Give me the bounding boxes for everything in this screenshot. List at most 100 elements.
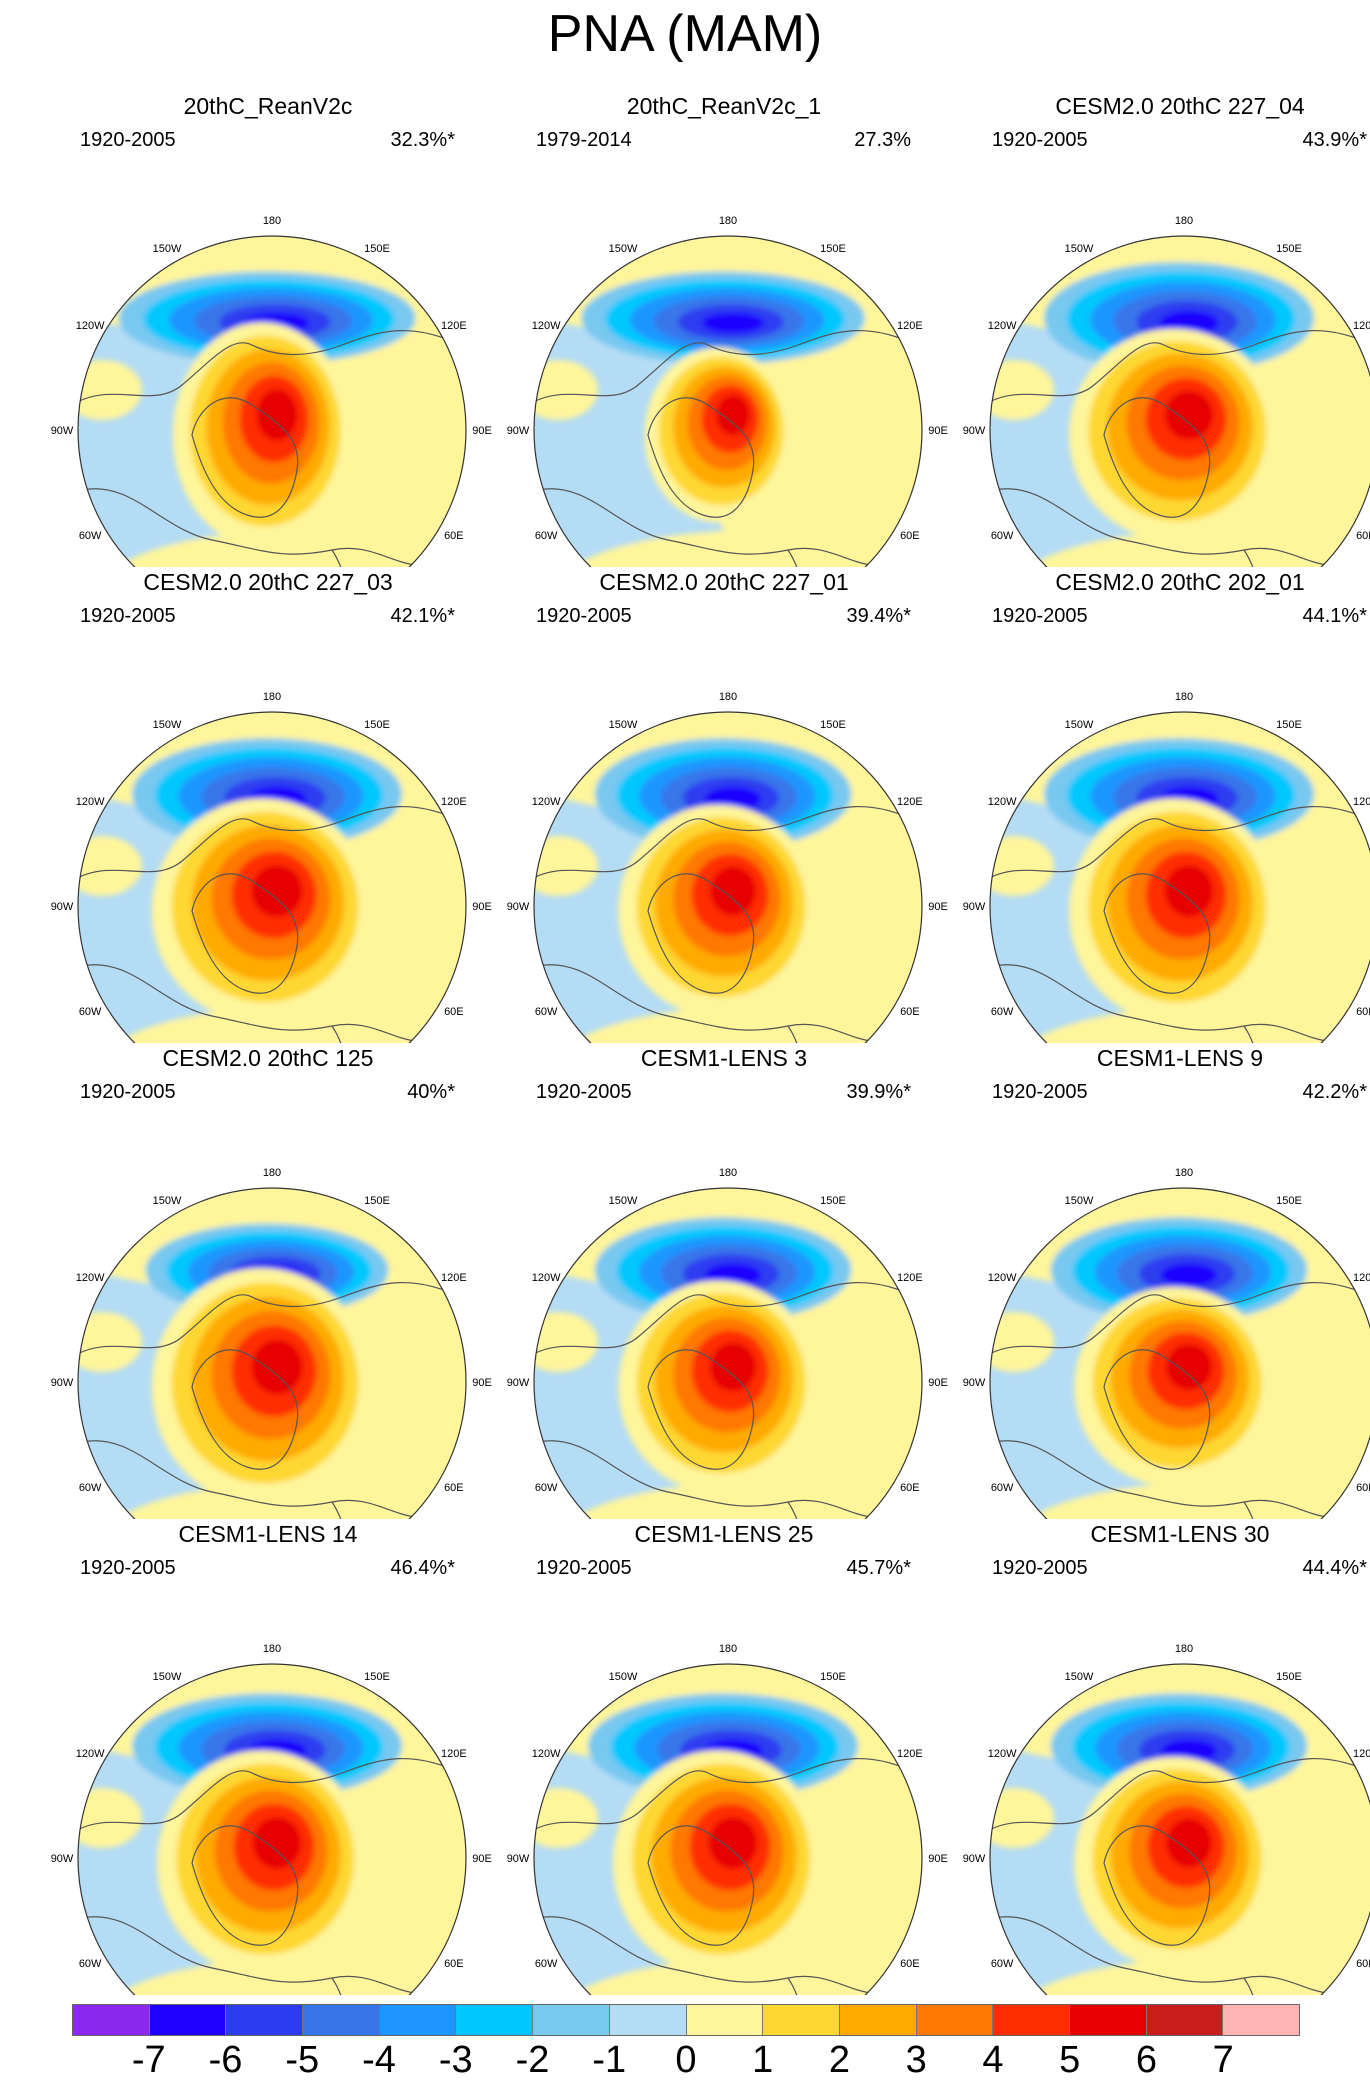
longitude-label: 150W [1065, 1671, 1094, 1683]
longitude-label: 60W [535, 1958, 558, 1970]
longitude-label: 150W [153, 243, 182, 255]
longitude-label: 60E [444, 1006, 464, 1018]
longitude-label: 150W [1065, 1195, 1094, 1207]
polar-map: 180150E120E90E60E30E030W60W90W120W150W [51, 1167, 492, 1519]
colorbar-tick-label: -1 [592, 2039, 627, 2081]
colorbar-tick-label: -3 [438, 2039, 473, 2081]
explained-variance-label: 44.1%* [1302, 605, 1368, 627]
polar-map: 180150E120E90E60E30E030W60W90W120W150W [507, 691, 948, 1043]
explained-variance-label: 32.3%* [390, 129, 456, 151]
longitude-label: 60E [1356, 1006, 1370, 1018]
period-label: 1920-2005 [992, 1081, 1088, 1103]
longitude-label: 60W [79, 1958, 102, 1970]
longitude-label: 180 [1175, 1167, 1193, 1179]
longitude-label: 90E [472, 901, 492, 913]
map-panel: 180150E120E90E60E30E030W60W90W120W150W20… [40, 92, 496, 567]
panel-title: CESM1-LENS 25 [634, 1521, 814, 1547]
longitude-label: 150E [364, 1195, 390, 1207]
colorbar-swatch [686, 2005, 764, 2035]
colorbar-tick-label: 3 [905, 2039, 927, 2081]
colorbar-swatch [763, 2005, 840, 2035]
colorbar-tick-label: 4 [982, 2039, 1004, 2081]
longitude-label: 150W [609, 1195, 638, 1207]
longitude-label: 60W [79, 1006, 102, 1018]
explained-variance-label: 39.4%* [846, 605, 912, 627]
longitude-label: 150E [364, 719, 390, 731]
longitude-label: 120W [532, 796, 561, 808]
panel-title: CESM2.0 20thC 227_01 [599, 569, 849, 595]
longitude-label: 90W [507, 1853, 530, 1865]
longitude-label: 150E [1276, 243, 1302, 255]
colorbar [72, 2004, 1300, 2036]
longitude-label: 60W [991, 530, 1014, 542]
map-panel: 180150E120E90E60E30E030W60W90W120W150WCE… [952, 568, 1370, 1043]
longitude-label: 120E [897, 320, 923, 332]
longitude-label: 120W [988, 320, 1017, 332]
longitude-label: 90W [507, 1377, 530, 1389]
polar-map: 180150E120E90E60E30E030W60W90W120W150W [507, 1167, 948, 1519]
longitude-label: 60W [991, 1958, 1014, 1970]
explained-variance-label: 27.3% [854, 129, 911, 151]
longitude-label: 60W [79, 530, 102, 542]
period-label: 1920-2005 [80, 1081, 176, 1103]
colorbar-tick-label: -5 [285, 2039, 320, 2081]
map-panel: 180150E120E90E60E30E030W60W90W120W150WCE… [40, 1520, 496, 1995]
longitude-label: 120E [1353, 1272, 1370, 1284]
longitude-label: 150W [609, 1671, 638, 1683]
colorbar-tick-label: -2 [515, 2039, 550, 2081]
polar-map: 180150E120E90E60E30E030W60W90W120W150W [51, 215, 492, 567]
period-label: 1920-2005 [992, 1557, 1088, 1579]
longitude-label: 120E [1353, 1748, 1370, 1760]
explained-variance-label: 43.9%* [1302, 129, 1368, 151]
longitude-label: 90W [507, 425, 530, 437]
longitude-label: 120W [76, 1272, 105, 1284]
longitude-label: 180 [719, 1643, 737, 1655]
longitude-label: 120E [897, 1272, 923, 1284]
explained-variance-label: 42.1%* [390, 605, 456, 627]
colorbar-tick-label: 7 [1212, 2039, 1234, 2081]
period-label: 1920-2005 [536, 1557, 632, 1579]
period-label: 1920-2005 [992, 129, 1088, 151]
longitude-label: 150W [1065, 243, 1094, 255]
longitude-label: 90W [51, 1853, 74, 1865]
map-panel: 180150E120E90E60E30E030W60W90W120W150WCE… [952, 1044, 1370, 1519]
longitude-label: 60E [900, 1958, 920, 1970]
longitude-label: 60E [444, 1482, 464, 1494]
longitude-label: 60W [535, 530, 558, 542]
longitude-label: 90W [963, 1853, 986, 1865]
longitude-label: 150E [1276, 1671, 1302, 1683]
longitude-label: 180 [263, 215, 281, 227]
colorbar-tick-label: 2 [828, 2039, 851, 2081]
explained-variance-label: 46.4%* [390, 1557, 456, 1579]
longitude-label: 120W [76, 1748, 105, 1760]
polar-map: 180150E120E90E60E30E030W60W90W120W150W [507, 1643, 948, 1995]
longitude-label: 180 [1175, 1643, 1193, 1655]
explained-variance-label: 44.4%* [1302, 1557, 1368, 1579]
colorbar-swatch [379, 2005, 457, 2035]
longitude-label: 90W [963, 1377, 986, 1389]
longitude-label: 120W [76, 796, 105, 808]
panel-title: CESM2.0 20thC 202_01 [1055, 569, 1305, 595]
longitude-label: 90E [472, 1853, 492, 1865]
longitude-label: 120W [988, 1748, 1017, 1760]
longitude-label: 180 [719, 215, 737, 227]
longitude-label: 90W [51, 1377, 74, 1389]
longitude-label: 150E [364, 1671, 390, 1683]
longitude-label: 90W [51, 901, 74, 913]
longitude-label: 150W [609, 243, 638, 255]
explained-variance-label: 39.9%* [846, 1081, 912, 1103]
longitude-label: 120E [441, 320, 467, 332]
longitude-label: 90E [928, 901, 948, 913]
longitude-label: 150E [364, 243, 390, 255]
longitude-label: 120W [988, 1272, 1017, 1284]
period-label: 1920-2005 [80, 129, 176, 151]
longitude-label: 150W [153, 1195, 182, 1207]
longitude-label: 180 [719, 1167, 737, 1179]
longitude-label: 90W [507, 901, 530, 913]
longitude-label: 90W [963, 425, 986, 437]
panel-title: CESM2.0 20thC 125 [162, 1045, 374, 1071]
longitude-label: 60E [900, 1482, 920, 1494]
longitude-label: 90E [928, 1853, 948, 1865]
longitude-label: 60E [1356, 1482, 1370, 1494]
colorbar-swatch [303, 2005, 380, 2035]
